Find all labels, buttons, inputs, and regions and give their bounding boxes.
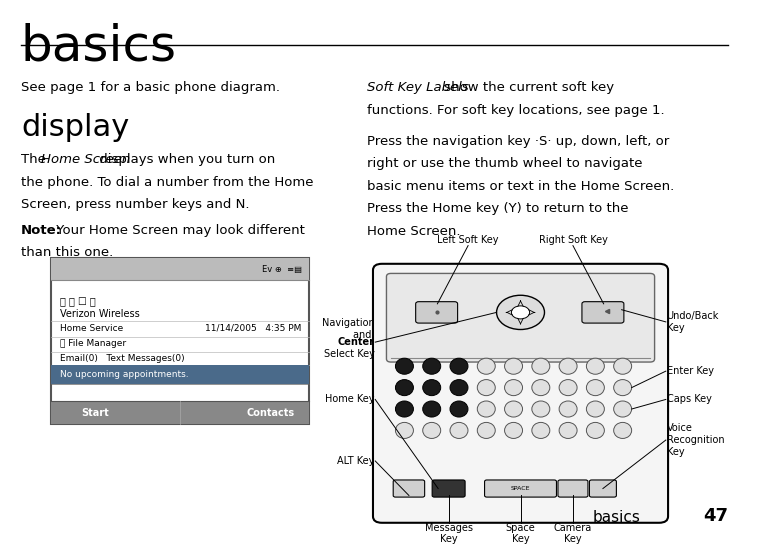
Ellipse shape <box>450 422 468 439</box>
Text: ⎕ File Manager: ⎕ File Manager <box>60 339 126 348</box>
Ellipse shape <box>532 422 550 439</box>
Text: basics: basics <box>21 22 177 71</box>
Ellipse shape <box>505 358 522 374</box>
Ellipse shape <box>559 358 577 374</box>
Text: 11/14/2005   4:35 PM: 11/14/2005 4:35 PM <box>205 324 302 333</box>
FancyBboxPatch shape <box>432 480 465 497</box>
Ellipse shape <box>477 422 495 439</box>
Ellipse shape <box>614 422 631 439</box>
Text: 47: 47 <box>703 508 728 526</box>
Ellipse shape <box>559 380 577 395</box>
Ellipse shape <box>422 358 441 374</box>
Text: Space
Key: Space Key <box>506 523 535 544</box>
Bar <box>51 258 310 281</box>
Text: Home Key: Home Key <box>325 394 375 404</box>
Ellipse shape <box>422 380 441 395</box>
Text: than this one.: than this one. <box>21 246 114 259</box>
Text: Your Home Screen may look different: Your Home Screen may look different <box>52 224 305 237</box>
Text: ⎘ ⎙ ☐ ⎙: ⎘ ⎙ ☐ ⎙ <box>60 297 95 307</box>
Text: Camera
Key: Camera Key <box>554 523 592 544</box>
Ellipse shape <box>395 358 413 374</box>
Ellipse shape <box>559 401 577 417</box>
Text: Left Soft Key: Left Soft Key <box>438 235 499 245</box>
Ellipse shape <box>450 358 468 374</box>
Text: functions. For soft key locations, see page 1.: functions. For soft key locations, see p… <box>367 104 665 117</box>
Ellipse shape <box>395 422 413 439</box>
Text: Soft Key Labels: Soft Key Labels <box>367 82 469 94</box>
Text: No upcoming appointments.: No upcoming appointments. <box>60 370 188 379</box>
FancyBboxPatch shape <box>51 258 310 424</box>
Text: Undo/Back
Key: Undo/Back Key <box>667 311 719 333</box>
Text: basic menu items or text in the Home Screen.: basic menu items or text in the Home Scr… <box>367 180 674 193</box>
Ellipse shape <box>450 380 468 395</box>
FancyBboxPatch shape <box>558 480 588 497</box>
Text: Ev ⊕  ≡▤: Ev ⊕ ≡▤ <box>262 265 302 274</box>
Text: show the current soft key: show the current soft key <box>441 82 615 94</box>
Ellipse shape <box>532 358 550 374</box>
Text: Start: Start <box>81 408 109 417</box>
Ellipse shape <box>614 401 631 417</box>
FancyBboxPatch shape <box>582 302 624 323</box>
FancyBboxPatch shape <box>590 480 616 497</box>
Ellipse shape <box>587 401 604 417</box>
Text: ALT Key: ALT Key <box>337 456 375 466</box>
Text: Contacts: Contacts <box>246 408 294 417</box>
Ellipse shape <box>587 380 604 395</box>
Text: display: display <box>21 113 129 142</box>
Text: Right Soft Key: Right Soft Key <box>538 235 607 245</box>
Text: The: The <box>21 153 50 166</box>
Ellipse shape <box>532 380 550 395</box>
Ellipse shape <box>477 358 495 374</box>
Ellipse shape <box>505 401 522 417</box>
Text: Select Key: Select Key <box>323 349 375 359</box>
Text: See page 1 for a basic phone diagram.: See page 1 for a basic phone diagram. <box>21 82 280 94</box>
FancyBboxPatch shape <box>393 480 425 497</box>
Text: Press the Home key (Y) to return to the: Press the Home key (Y) to return to the <box>367 202 628 216</box>
Ellipse shape <box>614 358 631 374</box>
Text: Email(0)   Text Messages(0): Email(0) Text Messages(0) <box>60 354 185 363</box>
Text: Caps Key: Caps Key <box>667 394 712 404</box>
Text: Home Service: Home Service <box>60 324 123 333</box>
Text: Note:: Note: <box>21 224 62 237</box>
Ellipse shape <box>395 401 413 417</box>
Text: Press the navigation key ·S· up, down, left, or: Press the navigation key ·S· up, down, l… <box>367 135 669 148</box>
Text: Verizon Wireless: Verizon Wireless <box>60 309 139 319</box>
Text: Screen, press number keys and N.: Screen, press number keys and N. <box>21 198 250 211</box>
Ellipse shape <box>505 422 522 439</box>
FancyBboxPatch shape <box>387 274 655 362</box>
Ellipse shape <box>587 358 604 374</box>
Text: Navigation
and: Navigation and <box>322 318 375 340</box>
Text: Voice
Recognition
Key: Voice Recognition Key <box>667 423 724 457</box>
Text: SPACE: SPACE <box>511 486 530 491</box>
Text: Messages
Key: Messages Key <box>425 523 472 544</box>
Ellipse shape <box>422 422 441 439</box>
Ellipse shape <box>450 401 468 417</box>
FancyBboxPatch shape <box>416 302 458 323</box>
Ellipse shape <box>505 380 522 395</box>
Text: Home Screen.: Home Screen. <box>367 225 460 238</box>
Ellipse shape <box>532 401 550 417</box>
Ellipse shape <box>587 422 604 439</box>
Text: the phone. To dial a number from the Home: the phone. To dial a number from the Hom… <box>21 176 313 189</box>
Ellipse shape <box>477 380 495 395</box>
Text: Home Screen: Home Screen <box>41 153 130 166</box>
Ellipse shape <box>395 380 413 395</box>
Text: Center: Center <box>338 337 375 347</box>
Text: right or use the thumb wheel to navigate: right or use the thumb wheel to navigate <box>367 158 643 170</box>
Circle shape <box>512 306 530 319</box>
FancyBboxPatch shape <box>373 264 668 523</box>
Bar <box>51 365 310 383</box>
Bar <box>51 401 310 424</box>
Text: Enter Key: Enter Key <box>667 366 714 376</box>
Text: displays when you turn on: displays when you turn on <box>95 153 276 166</box>
Circle shape <box>497 295 544 329</box>
FancyBboxPatch shape <box>484 480 556 497</box>
Ellipse shape <box>559 422 577 439</box>
Text: basics: basics <box>593 510 640 526</box>
Ellipse shape <box>477 401 495 417</box>
Ellipse shape <box>422 401 441 417</box>
Ellipse shape <box>614 380 631 395</box>
